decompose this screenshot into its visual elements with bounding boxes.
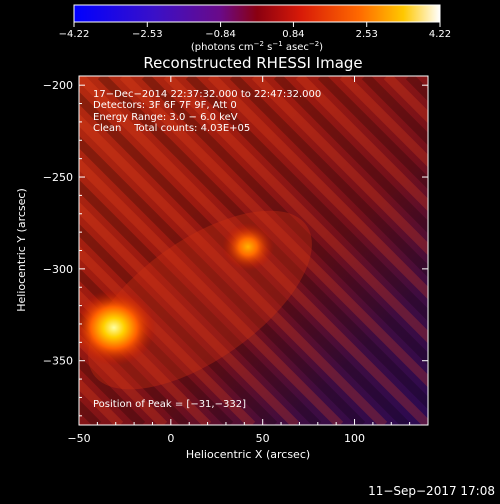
texture-stripe <box>119 76 428 388</box>
texture-stripe <box>185 76 428 322</box>
texture-stripe <box>229 76 428 278</box>
y-tick-label: −350 <box>43 355 73 368</box>
texture-stripe <box>453 76 500 425</box>
y-tick-label: −250 <box>43 171 73 184</box>
peak-position-label: Position of Peak = [−31,−332] <box>93 399 246 410</box>
texture-stripe <box>475 76 500 425</box>
texture-stripe <box>295 76 428 212</box>
y-axis-ticks: −200 −250 −300 −350 <box>43 79 428 417</box>
texture-stripe <box>79 179 322 425</box>
x-axis-label: Heliocentric X (arcsec) <box>186 448 310 461</box>
annotation-line-1: 17−Dec−2014 22:37:32.000 to 22:47:32.000 <box>93 89 321 100</box>
image-area <box>0 76 500 425</box>
x-tick-label: 0 <box>167 432 174 445</box>
x-tick-label: −50 <box>67 432 90 445</box>
texture-stripe <box>0 76 10 425</box>
texture-stripe <box>361 76 428 146</box>
annotation-line-4: Clean Total counts: 4.03E+05 <box>93 123 250 134</box>
texture-stripe <box>79 113 388 425</box>
colorbar-ticks: −4.22 −2.53 −0.84 0.84 2.53 4.22 <box>59 22 451 40</box>
texture-stripe <box>251 76 428 256</box>
colorbar-unit-label: (photons cm−2 s−1 asec−2) <box>191 40 323 53</box>
colorbar-tick-label: 2.53 <box>356 29 378 40</box>
colorbar <box>73 4 441 23</box>
texture-stripe <box>79 157 344 425</box>
annotation-line-2: Detectors: 3F 6F 7F 9F, Att 0 <box>93 100 237 111</box>
texture-stripe <box>79 245 256 425</box>
texture-stripe <box>79 201 300 425</box>
texture-stripe <box>79 289 212 425</box>
texture-stripe <box>317 76 428 190</box>
texture-stripe <box>339 76 428 168</box>
y-tick-label: −300 <box>43 263 73 276</box>
texture-stripe <box>79 311 190 425</box>
colorbar-tick-label: 0.84 <box>282 29 304 40</box>
x-tick-label: 100 <box>344 432 365 445</box>
texture-stripe <box>163 76 428 344</box>
y-tick-label: −200 <box>43 79 73 92</box>
texture-stripe <box>141 76 428 366</box>
x-axis-ticks: −50 0 50 100 <box>67 76 429 445</box>
source-peak-1 <box>79 289 156 366</box>
texture-stripe <box>79 267 234 425</box>
texture-stripe <box>79 355 146 425</box>
colorbar-tick-label: −4.22 <box>59 29 90 40</box>
texture-stripe <box>207 76 428 300</box>
annotation-line-3: Energy Range: 3.0 − 6.0 keV <box>93 112 238 123</box>
timestamp: 11−Sep−2017 17:08 <box>368 484 495 498</box>
texture-stripe <box>79 223 278 425</box>
y-axis-label: Heliocentric Y (arcsec) <box>15 188 28 312</box>
texture-stripe <box>79 333 168 425</box>
texture-stripe <box>79 421 80 422</box>
x-tick-label: 50 <box>256 432 270 445</box>
chart-title: Reconstructed RHESSI Image <box>143 54 362 72</box>
colorbar-tick-label: −2.53 <box>132 29 163 40</box>
texture-stripe <box>79 135 366 425</box>
texture-stripe <box>427 78 428 80</box>
diagonal-stripes <box>0 76 500 425</box>
texture-stripe <box>273 76 428 234</box>
colorbar-tick-label: −0.84 <box>205 29 236 40</box>
colorbar-tick-label: 4.22 <box>429 29 451 40</box>
texture-stripe <box>97 76 428 410</box>
source-peak-2 <box>221 222 274 271</box>
